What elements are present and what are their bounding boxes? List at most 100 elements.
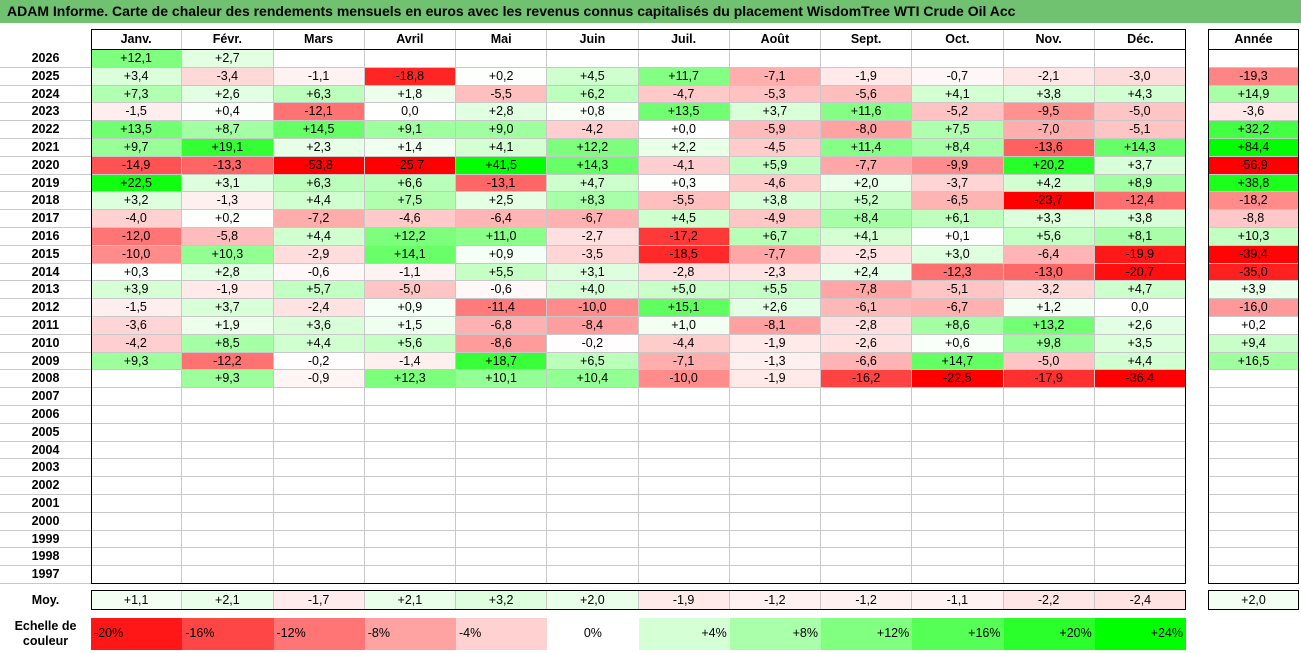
- heatmap-cell: [821, 548, 913, 567]
- heatmap-cell: -2,9: [273, 245, 365, 264]
- heatmap-cell: [729, 495, 821, 513]
- average-cell: -1,9: [638, 590, 730, 610]
- month-header: Oct.: [912, 29, 1004, 49]
- year-label: 1999: [0, 531, 91, 549]
- heatmap-cell: +0,6: [912, 334, 1004, 353]
- heatmap-cell: [364, 530, 456, 549]
- heatmap-cell: [912, 530, 1004, 549]
- heatmap-cell: [456, 548, 548, 567]
- heatmap-cell: [91, 548, 183, 567]
- heatmap-cell: +14,5: [273, 121, 365, 139]
- legend-swatch: -16%: [182, 618, 274, 650]
- heatmap-cell: +5,6: [1003, 228, 1095, 246]
- heatmap-cell: [547, 512, 639, 531]
- heatmap-cell: +7,5: [912, 121, 1004, 139]
- heatmap-cell: -6,1: [821, 299, 913, 317]
- legend-label: Echelle de couleur: [14, 619, 77, 648]
- heatmap-cell: +1,9: [182, 317, 274, 335]
- annual-cell: [1208, 50, 1299, 68]
- heatmap-cell: [364, 477, 456, 495]
- heatmap-cell: +8,1: [1094, 228, 1186, 246]
- heatmap-cell: [547, 566, 639, 584]
- heatmap-cell: +15,1: [638, 299, 730, 317]
- heatmap-cell: -12,3: [912, 263, 1004, 282]
- heatmap-cell: +7,5: [364, 192, 456, 211]
- heatmap-cell: [182, 406, 274, 424]
- heatmap-cell: -7,1: [729, 67, 821, 86]
- legend-swatch: +20%: [1003, 618, 1095, 650]
- heatmap-cell: [456, 441, 548, 460]
- month-header: Mars: [274, 29, 365, 49]
- heatmap-cell: [912, 548, 1004, 567]
- annual-cell: -3,6: [1208, 103, 1299, 122]
- heatmap-cell: [456, 512, 548, 531]
- heatmap-cell: +4,0: [547, 281, 639, 300]
- heatmap-cell: [91, 512, 183, 531]
- heatmap-cell: -16,2: [821, 370, 913, 389]
- heatmap-cell: +5,5: [729, 281, 821, 300]
- heatmap-cell: +0,4: [182, 103, 274, 122]
- heatmap-cell: +4,1: [821, 228, 913, 246]
- heatmap-cell: -5,0: [1003, 352, 1095, 371]
- heatmap-cell: +19,1: [182, 139, 274, 157]
- heatmap-cell: +3,6: [273, 317, 365, 335]
- heatmap-cell: -11,4: [456, 299, 548, 317]
- heatmap-cell: +10,4: [547, 370, 639, 389]
- heatmap-cell: -25,7: [364, 156, 456, 175]
- heatmap-cell: +3,0: [912, 245, 1004, 264]
- heatmap-cell: [1094, 548, 1186, 567]
- annual-cell: -16,0: [1208, 299, 1299, 317]
- heatmap-cell: -7,0: [1003, 121, 1095, 139]
- heatmap-cell: +4,4: [1094, 352, 1186, 371]
- year-label: 2012: [0, 299, 91, 317]
- heatmap-cell: +3,7: [1094, 156, 1186, 175]
- heatmap-cell: [821, 388, 913, 406]
- heatmap-cell: +0,2: [456, 67, 548, 86]
- heatmap-cell: -4,5: [729, 139, 821, 157]
- heatmap-cell: +4,2: [1003, 174, 1095, 193]
- year-label: 2023: [0, 103, 91, 122]
- month-header: Sept.: [821, 29, 913, 49]
- year-label: 2020: [0, 157, 91, 175]
- heatmap-cell: [729, 423, 821, 442]
- heatmap-cell: -10,0: [638, 370, 730, 389]
- heatmap-cell: -3,5: [547, 245, 639, 264]
- heatmap-cell: [729, 566, 821, 584]
- legend-swatch: -4%: [456, 618, 548, 650]
- heatmap-cell: +3,2: [91, 192, 183, 211]
- annual-cell: -35,0: [1208, 263, 1299, 282]
- legend-swatch: +24%: [1094, 618, 1186, 650]
- legend-swatch: -20%: [91, 618, 183, 650]
- heatmap-cell: +2,8: [182, 263, 274, 282]
- heatmap-cell: +9,0: [456, 121, 548, 139]
- heatmap-cell: [729, 388, 821, 406]
- heatmap-cell: [1094, 406, 1186, 424]
- heatmap-cell: -3,0: [1094, 67, 1186, 86]
- heatmap-cell: -3,2: [1003, 281, 1095, 300]
- heatmap-cell: +2,0: [821, 174, 913, 193]
- average-cell: +1,1: [91, 590, 183, 610]
- annual-cell: +3,9: [1208, 281, 1299, 300]
- heatmap-cell: [912, 406, 1004, 424]
- annual-cell: -56,9: [1208, 156, 1299, 175]
- heatmap-cell: +1,8: [364, 85, 456, 104]
- heatmap-cell: [638, 530, 730, 549]
- average-cell: +2,1: [364, 590, 456, 610]
- heatmap-cell: [182, 548, 274, 567]
- heatmap-cell: -7,8: [821, 281, 913, 300]
- heatmap-cell: +4,4: [273, 228, 365, 246]
- heatmap-cell: [182, 512, 274, 531]
- heatmap-cell: -13,0: [1003, 263, 1095, 282]
- month-header: Juin: [547, 29, 639, 49]
- year-label: 2026: [0, 50, 91, 68]
- heatmap-cell: [547, 50, 639, 68]
- heatmap-cell: [91, 530, 183, 549]
- heatmap-cell: +5,2: [821, 192, 913, 211]
- heatmap-cell: +8,5: [182, 334, 274, 353]
- annual-cell: +9,4: [1208, 334, 1299, 353]
- heatmap-cell: [91, 423, 183, 442]
- heatmap-cell: [821, 477, 913, 495]
- heatmap-cell: +1,2: [1003, 299, 1095, 317]
- year-label: 2010: [0, 335, 91, 353]
- heatmap-cell: +12,3: [364, 370, 456, 389]
